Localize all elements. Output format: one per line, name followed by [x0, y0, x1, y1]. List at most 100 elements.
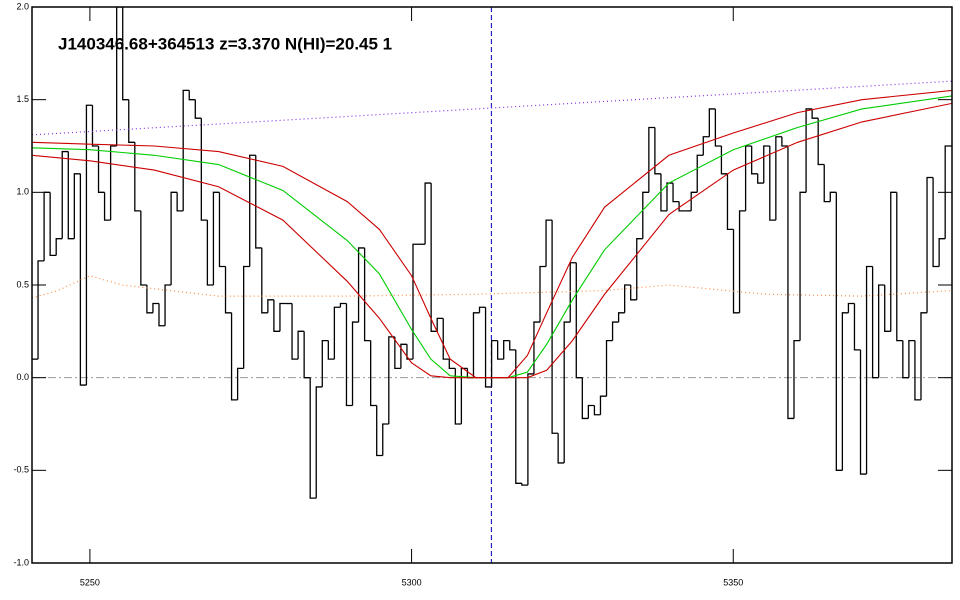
flux-step	[859, 349, 867, 475]
flux-step	[914, 340, 921, 401]
flux-step	[926, 176, 934, 313]
flux-step	[648, 126, 655, 193]
flux-step	[636, 238, 643, 300]
flux-step	[690, 191, 698, 211]
dotted-curve	[32, 275, 952, 299]
x-tick-label: 5300	[402, 577, 422, 587]
flux-step	[521, 483, 528, 486]
flux-step	[605, 339, 613, 397]
flux-step	[140, 210, 147, 286]
flux-step	[97, 146, 105, 193]
flux-step	[333, 306, 341, 360]
flux-step	[236, 367, 244, 400]
flux-step	[672, 183, 680, 203]
flux-step	[158, 303, 166, 327]
flux-step	[890, 191, 897, 332]
flux-step	[702, 136, 710, 156]
flux-step	[116, 7, 123, 146]
flux-step	[769, 146, 776, 221]
flux-step	[152, 302, 159, 313]
flux-step	[539, 265, 547, 323]
flux-step	[261, 247, 268, 314]
flux-step	[327, 340, 335, 360]
flux-step	[484, 307, 492, 388]
flux-step	[249, 154, 256, 267]
flux-step	[170, 191, 178, 285]
y-tick-label: 0.5	[16, 279, 29, 289]
flux-step	[908, 339, 915, 378]
flux-step	[497, 340, 504, 360]
flux-step	[726, 173, 734, 231]
flux-step	[630, 285, 637, 301]
y-tick-label: 0.0	[16, 372, 29, 382]
flux-step	[85, 104, 93, 386]
flux-step	[55, 238, 63, 256]
flux-step	[751, 146, 758, 175]
flux-step	[442, 318, 450, 360]
flux-step	[617, 312, 625, 323]
flux-step	[321, 339, 329, 387]
flux-step	[279, 302, 286, 332]
flux-step	[376, 405, 383, 457]
flux-step	[805, 108, 813, 193]
flux-step	[255, 155, 262, 249]
flux-step	[569, 262, 577, 323]
flux-step	[871, 266, 879, 379]
flux-step	[835, 192, 843, 471]
flux-step	[309, 377, 317, 499]
y-tick-label: 1.0	[16, 187, 29, 197]
flux-step	[194, 99, 202, 119]
flux-step	[660, 173, 667, 212]
flux-step	[424, 182, 432, 245]
flux-step	[345, 303, 353, 407]
flux-step	[611, 321, 619, 341]
flux-step	[67, 151, 75, 240]
flux-step	[545, 219, 553, 267]
dotted-curve	[32, 80, 952, 136]
flux-step	[714, 108, 722, 147]
flux-step	[938, 238, 946, 267]
flux-step	[164, 284, 172, 326]
flux-step	[267, 299, 274, 313]
flux-step	[37, 260, 45, 360]
flux-step	[218, 192, 226, 268]
flux-step	[412, 243, 420, 360]
flux-step	[146, 285, 153, 314]
flux-step	[109, 145, 117, 221]
flux-step	[533, 321, 540, 374]
flux-step	[884, 285, 891, 332]
model-curve	[32, 89, 952, 379]
flux-step	[490, 339, 498, 387]
flux-step	[763, 145, 770, 184]
flux-step	[122, 7, 129, 101]
flux-step	[599, 395, 607, 415]
flux-step	[200, 118, 208, 221]
flux-step	[273, 299, 280, 332]
flux-step	[944, 145, 952, 239]
flux-step	[430, 183, 438, 332]
flux-step	[666, 182, 674, 211]
flux-step	[563, 321, 571, 463]
flux-step	[503, 339, 510, 360]
flux-step	[61, 150, 69, 239]
chart-title: J140346.68+364513 z=3.370 N(HI)=20.45 1	[58, 34, 392, 53]
y-tick-label: -0.5	[13, 465, 29, 475]
flux-step	[902, 340, 909, 379]
flux-step	[79, 173, 87, 386]
flux-step	[642, 191, 649, 239]
flux-step	[357, 247, 365, 323]
flux-step	[460, 367, 468, 424]
y-tick-label: -1.0	[13, 557, 29, 567]
flux-step	[363, 247, 371, 342]
flux-step	[176, 192, 184, 212]
flux-step	[351, 321, 359, 406]
flux-step	[291, 303, 299, 360]
flux-step	[91, 105, 99, 147]
flux-step	[847, 302, 855, 313]
flux-step	[817, 118, 825, 166]
flux-step	[793, 339, 801, 419]
flux-step	[853, 303, 861, 351]
flux-step	[841, 312, 849, 471]
x-tick-label: 5350	[723, 577, 743, 587]
